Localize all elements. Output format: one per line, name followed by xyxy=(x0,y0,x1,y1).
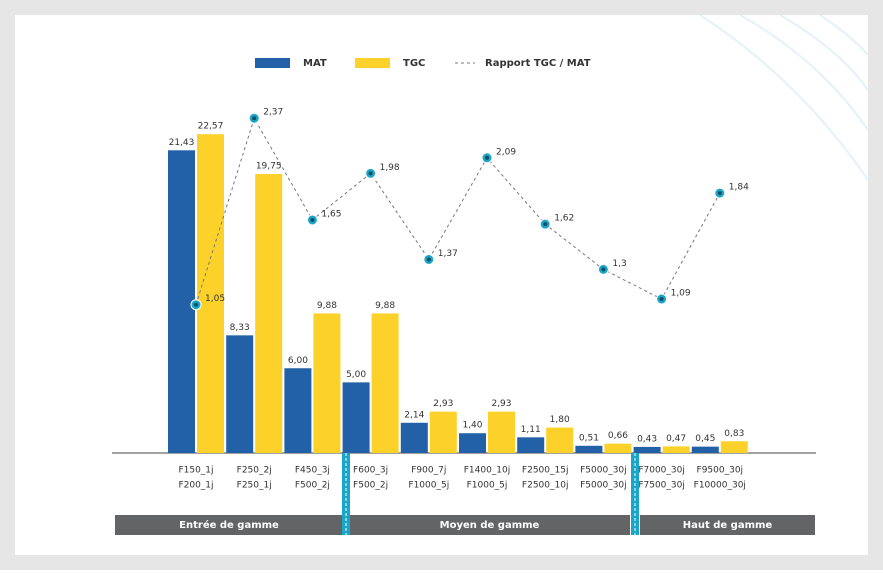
data-label: 5,00 xyxy=(346,370,366,380)
x-tick-label: F9500_30j xyxy=(697,466,744,476)
legend-label: TGC xyxy=(403,58,425,69)
bar xyxy=(633,446,661,453)
data-label: 2,14 xyxy=(404,410,424,420)
ratio-marker-dot xyxy=(485,155,489,160)
bar xyxy=(720,441,748,453)
data-label: 1,98 xyxy=(380,163,400,173)
segment-label: Entrée de gamme xyxy=(179,519,279,531)
data-label: 1,11 xyxy=(521,425,541,435)
ratio-line xyxy=(195,116,721,305)
bar xyxy=(517,437,545,453)
ratio-marker-dot xyxy=(194,302,198,307)
ratio-marker-dot xyxy=(252,116,257,121)
bar xyxy=(400,422,428,453)
bar xyxy=(371,313,399,453)
legend-label: Rapport TGC / MAT xyxy=(485,58,591,69)
data-label: 0,45 xyxy=(695,434,715,444)
data-label: 0,47 xyxy=(666,434,686,444)
panel xyxy=(15,15,868,555)
ratio-marker-dot xyxy=(543,222,548,227)
bar xyxy=(226,335,254,453)
data-label: 1,62 xyxy=(554,214,574,224)
x-tick-label: F500_2j xyxy=(353,481,388,491)
x-tick-label: F1000_5j xyxy=(467,481,508,491)
x-tick-label: F10000_30j xyxy=(694,481,746,491)
bar xyxy=(284,368,312,453)
segment-band xyxy=(115,515,343,535)
bar xyxy=(197,134,224,454)
data-label: 1,84 xyxy=(729,183,749,193)
x-tick-label: F5000_30j xyxy=(580,466,627,476)
bar xyxy=(342,382,370,453)
x-tick-label: F250_1j xyxy=(237,481,272,491)
bar xyxy=(488,411,515,453)
data-label: 1,05 xyxy=(205,294,225,304)
data-label: 0,83 xyxy=(724,429,744,439)
data-label: 1,09 xyxy=(671,289,691,299)
data-label: 1,3 xyxy=(612,259,626,269)
bar xyxy=(255,174,283,453)
data-label: 1,40 xyxy=(462,421,482,431)
x-tick-label: F500_2j xyxy=(295,481,330,491)
data-label: 9,88 xyxy=(375,301,395,311)
x-tick-label: F1400_10j xyxy=(464,466,511,476)
data-label: 19,75 xyxy=(256,162,282,172)
data-label: 8,33 xyxy=(230,323,250,333)
data-label: 21,43 xyxy=(169,138,195,148)
x-tick-label: F900_7j xyxy=(411,466,446,476)
data-label: 0,51 xyxy=(579,433,599,443)
x-tick-label: F1000_5j xyxy=(408,481,449,491)
data-label: 0,43 xyxy=(637,434,657,444)
legend-swatch xyxy=(355,58,390,68)
x-tick-label: F200_1j xyxy=(178,481,213,491)
data-label: 22,57 xyxy=(198,122,224,132)
ratio-marker-dot xyxy=(601,267,606,272)
bar xyxy=(662,446,690,453)
bar xyxy=(604,443,632,453)
x-tick-label: F2500_10j xyxy=(522,481,569,491)
segment-band xyxy=(640,515,815,535)
bar xyxy=(546,427,574,453)
x-tick-label: F250_2j xyxy=(237,466,272,476)
bar xyxy=(459,433,486,453)
decoration xyxy=(699,14,869,181)
x-tick-label: F450_3j xyxy=(295,466,330,476)
bar xyxy=(313,313,341,453)
ratio-marker-dot xyxy=(368,171,373,176)
legend-swatch xyxy=(255,58,290,68)
data-label: 1,80 xyxy=(550,415,570,425)
x-tick-label: F7500_30j xyxy=(638,481,685,491)
data-label: 1,65 xyxy=(321,209,341,219)
data-label: 1,37 xyxy=(438,249,458,259)
bar xyxy=(168,150,195,453)
data-label: 2,37 xyxy=(263,108,283,118)
segment-label: Moyen de gamme xyxy=(440,520,540,531)
legend-label: MAT xyxy=(303,58,327,69)
data-label: 0,66 xyxy=(608,431,628,441)
ratio-marker-dot xyxy=(310,217,315,222)
data-label: 2,93 xyxy=(491,399,511,409)
segment-label: Haut de gamme xyxy=(683,520,773,531)
x-tick-label: F600_3j xyxy=(353,466,388,476)
data-label: 9,88 xyxy=(317,301,337,311)
x-tick-label: F2500_15j xyxy=(522,466,569,476)
ratio-marker-dot xyxy=(426,257,431,262)
data-label: 6,00 xyxy=(288,356,308,366)
bar xyxy=(575,445,603,453)
ratio-marker-dot xyxy=(659,297,664,302)
x-tick-label: F150_1j xyxy=(178,466,213,476)
bar xyxy=(691,446,719,453)
x-tick-label: F7000_30j xyxy=(638,466,685,476)
data-label: 2,93 xyxy=(433,399,453,409)
bar xyxy=(429,411,457,453)
ratio-marker-dot xyxy=(717,191,722,196)
data-label: 2,09 xyxy=(496,147,516,157)
segment-band xyxy=(349,515,630,535)
x-tick-label: F5000_30j xyxy=(580,481,627,491)
